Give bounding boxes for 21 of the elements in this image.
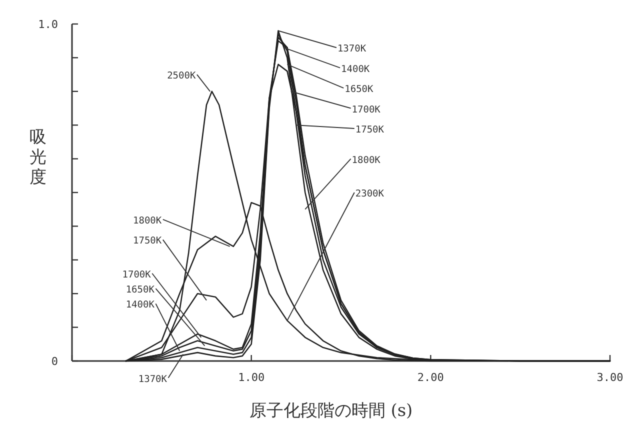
annotation: 2300K (355, 188, 384, 200)
annotation: 1700K (352, 104, 381, 116)
y-tick-label: 0 (51, 355, 58, 368)
annotation: 1750K (133, 236, 162, 247)
x-tick-label: 3.00 (596, 371, 624, 384)
annotation: 1370K (138, 374, 168, 385)
y-tick-label: 1.0 (38, 18, 58, 31)
annotation: 1400K (341, 64, 370, 75)
x-tick-label: 1.00 (238, 371, 265, 384)
annotation: 1700K (122, 269, 152, 280)
y-axis-title: 吸光度 (30, 128, 46, 188)
annotation: 1370K (337, 44, 366, 55)
annotation: 1400K (126, 300, 155, 311)
annotation: 1650K (344, 84, 374, 96)
x-axis-title: 原子化段階の時間 (s) (249, 401, 413, 421)
annotation: 1800K (352, 154, 381, 166)
annotation: 1650K (126, 284, 155, 296)
x-tick-label: 2.00 (417, 371, 444, 384)
annotation: 2500K (167, 70, 196, 82)
annotation: 1750K (355, 124, 384, 136)
annotation: 1800K (133, 215, 162, 226)
